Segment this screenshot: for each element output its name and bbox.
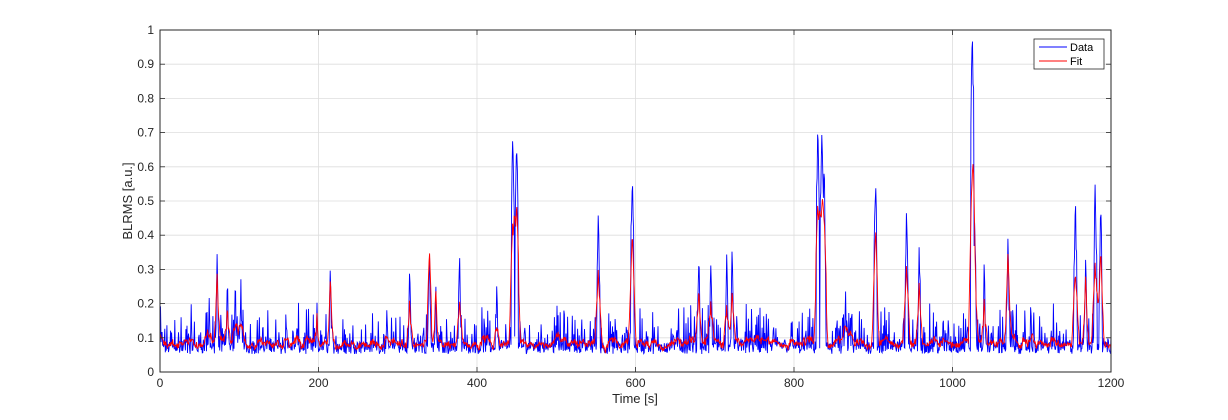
y-tick-label: 0 xyxy=(147,365,154,379)
x-tick-label: 1200 xyxy=(1098,376,1125,390)
x-tick-label: 0 xyxy=(157,376,164,390)
y-tick-label: 0.7 xyxy=(137,126,154,140)
tick-marks xyxy=(159,29,1112,373)
y-tick-label: 1 xyxy=(147,23,154,37)
y-tick-label: 0.4 xyxy=(137,228,154,242)
y-tick-label: 0.5 xyxy=(137,194,154,208)
y-tick-label: 0.9 xyxy=(137,57,154,71)
y-tick-label: 0.2 xyxy=(137,297,154,311)
x-tick-label: 1000 xyxy=(939,376,966,390)
y-tick-label: 0.1 xyxy=(137,331,154,345)
x-tick-label: 600 xyxy=(625,376,645,390)
series-line-fit xyxy=(159,164,1112,354)
legend-data-label: Data xyxy=(1070,42,1094,54)
legend-fit-label: Fit xyxy=(1070,56,1082,68)
y-tick-label: 0.3 xyxy=(137,262,154,276)
x-tick-label: 200 xyxy=(308,376,328,390)
y-axis-label: BLRMS [a.u.] xyxy=(120,162,135,239)
legend-box xyxy=(1033,38,1105,70)
y-tick-labels: 0 0.1 0.2 0.3 0.4 0.5 0.6 0.7 0.8 0.9 1 xyxy=(137,23,154,379)
x-tick-labels: 0 200 400 600 800 1000 1200 xyxy=(157,376,1125,390)
x-tick-label: 400 xyxy=(467,376,487,390)
y-tick-label: 0.6 xyxy=(137,160,154,174)
x-axis-label: Time [s] xyxy=(612,391,658,406)
y-tick-label: 0.8 xyxy=(137,91,154,105)
legend: Data Fit xyxy=(1033,38,1105,70)
series-group xyxy=(159,41,1112,355)
x-tick-label: 800 xyxy=(784,376,804,390)
